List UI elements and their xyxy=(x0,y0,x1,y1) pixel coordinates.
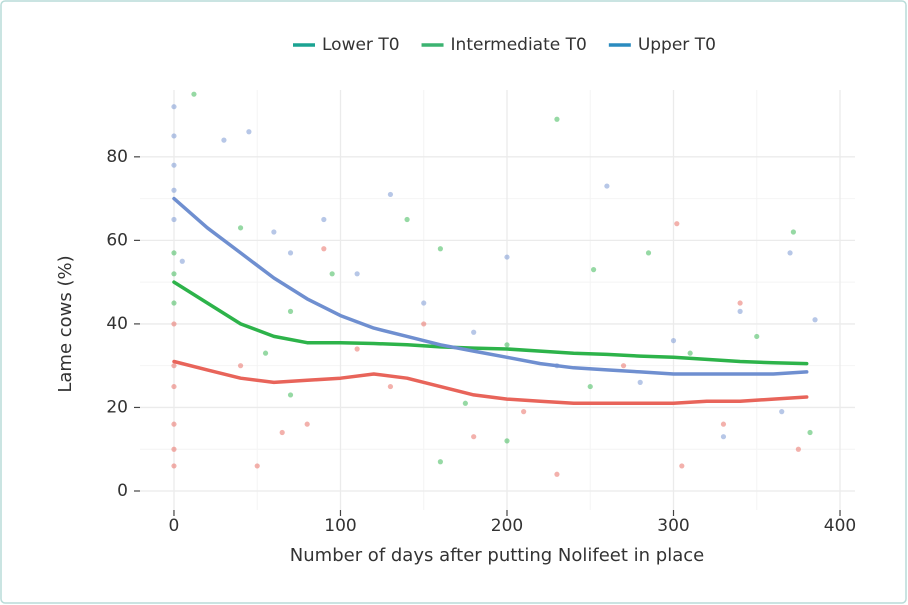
y-axis-title: Lame cows (%) xyxy=(55,255,76,392)
data-point xyxy=(354,271,360,277)
data-point xyxy=(191,91,197,97)
legend: Lower T0 Intermediate T0 Upper T0 xyxy=(293,35,716,55)
data-point xyxy=(387,383,394,390)
data-point xyxy=(807,429,813,436)
data-point xyxy=(812,317,818,323)
data-point xyxy=(587,383,593,390)
legend-label: Intermediate T0 xyxy=(451,35,587,55)
data-point xyxy=(645,250,652,256)
grid xyxy=(140,90,855,510)
data-point xyxy=(521,409,527,415)
data-point xyxy=(590,267,597,273)
data-point xyxy=(171,363,177,369)
data-point xyxy=(437,246,443,252)
lines xyxy=(172,196,809,406)
data-point xyxy=(171,216,177,223)
data-point xyxy=(354,346,360,352)
x-tick-label: 300 xyxy=(657,516,689,536)
data-point xyxy=(471,434,477,440)
data-point xyxy=(674,221,680,227)
legend-label: Upper T0 xyxy=(638,35,716,55)
data-point xyxy=(246,129,252,135)
data-point xyxy=(171,133,177,139)
data-point xyxy=(679,463,685,469)
data-point xyxy=(329,271,335,277)
data-point xyxy=(171,162,177,168)
x-tick-label: 0 xyxy=(169,516,180,536)
data-point xyxy=(790,229,796,235)
data-point xyxy=(171,187,177,193)
data-point xyxy=(237,363,244,369)
points xyxy=(171,91,818,477)
data-point xyxy=(670,338,677,344)
data-point xyxy=(504,342,510,348)
y-tick-label: 40 xyxy=(106,314,128,334)
data-point xyxy=(620,363,627,369)
data-point xyxy=(404,216,410,223)
data-point xyxy=(171,383,177,390)
data-point xyxy=(171,104,177,110)
data-point xyxy=(720,434,727,440)
trend-line xyxy=(172,196,809,376)
y-tick-label: 20 xyxy=(106,397,128,417)
data-point xyxy=(462,400,468,406)
data-point xyxy=(287,250,294,256)
data-point xyxy=(171,300,177,306)
x-axis-title: Number of days after putting Nolifeet in… xyxy=(290,545,704,566)
data-point xyxy=(279,429,285,436)
data-point xyxy=(321,246,327,252)
data-point xyxy=(604,183,610,189)
data-point xyxy=(554,471,560,477)
data-point xyxy=(737,300,743,306)
x-tick-label: 400 xyxy=(824,516,856,536)
data-point xyxy=(504,438,510,444)
trend-line xyxy=(172,280,809,366)
data-point xyxy=(554,116,560,122)
x-tick-label: 100 xyxy=(324,516,356,536)
data-point xyxy=(779,409,785,415)
data-point xyxy=(687,350,693,356)
legend-label: Lower T0 xyxy=(322,35,400,55)
data-point xyxy=(262,350,269,356)
axes: 0 100 200 300 400 0 20 40 60 80 xyxy=(106,147,856,536)
trend-line xyxy=(172,359,809,406)
data-point xyxy=(471,329,477,335)
data-point xyxy=(787,250,793,256)
data-point xyxy=(304,421,310,427)
data-point xyxy=(254,463,260,469)
y-tick-label: 60 xyxy=(106,230,128,250)
data-point xyxy=(171,271,177,277)
data-point xyxy=(171,421,177,427)
data-point xyxy=(287,392,294,398)
x-tick-label: 200 xyxy=(491,516,523,536)
y-tick-label: 0 xyxy=(117,481,128,501)
data-point xyxy=(287,308,294,314)
data-point xyxy=(321,216,327,223)
data-point xyxy=(179,258,185,264)
data-point xyxy=(504,254,510,260)
data-point xyxy=(171,321,177,327)
data-point xyxy=(754,333,760,340)
data-point xyxy=(221,137,227,143)
data-point xyxy=(237,225,244,231)
data-point xyxy=(171,446,177,452)
data-point xyxy=(795,446,801,452)
data-point xyxy=(171,463,177,469)
data-point xyxy=(421,300,427,306)
data-point xyxy=(171,250,177,256)
data-point xyxy=(637,379,643,385)
data-point xyxy=(737,308,743,314)
data-point xyxy=(271,229,277,235)
data-point xyxy=(437,459,443,465)
data-point xyxy=(421,321,427,327)
data-point xyxy=(720,421,727,427)
data-point xyxy=(387,191,394,198)
y-tick-label: 80 xyxy=(106,147,128,167)
